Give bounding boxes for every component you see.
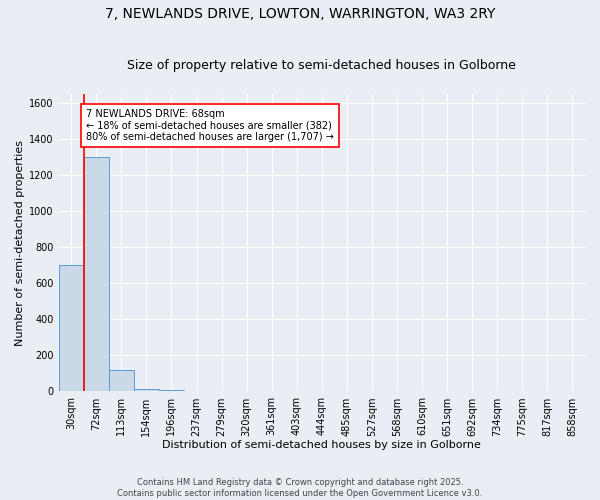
Bar xyxy=(84,157,109,392)
Text: 7, NEWLANDS DRIVE, LOWTON, WARRINGTON, WA3 2RY: 7, NEWLANDS DRIVE, LOWTON, WARRINGTON, W… xyxy=(105,8,495,22)
Bar xyxy=(159,390,184,392)
Text: Contains HM Land Registry data © Crown copyright and database right 2025.
Contai: Contains HM Land Registry data © Crown c… xyxy=(118,478,482,498)
Bar xyxy=(59,266,84,392)
Title: Size of property relative to semi-detached houses in Golborne: Size of property relative to semi-detach… xyxy=(127,59,516,72)
Bar xyxy=(184,390,209,392)
Text: 7 NEWLANDS DRIVE: 68sqm
← 18% of semi-detached houses are smaller (382)
80% of s: 7 NEWLANDS DRIVE: 68sqm ← 18% of semi-de… xyxy=(86,109,334,142)
Y-axis label: Number of semi-detached properties: Number of semi-detached properties xyxy=(15,140,25,346)
Bar xyxy=(134,389,159,392)
X-axis label: Distribution of semi-detached houses by size in Golborne: Distribution of semi-detached houses by … xyxy=(163,440,481,450)
Bar xyxy=(109,370,134,392)
